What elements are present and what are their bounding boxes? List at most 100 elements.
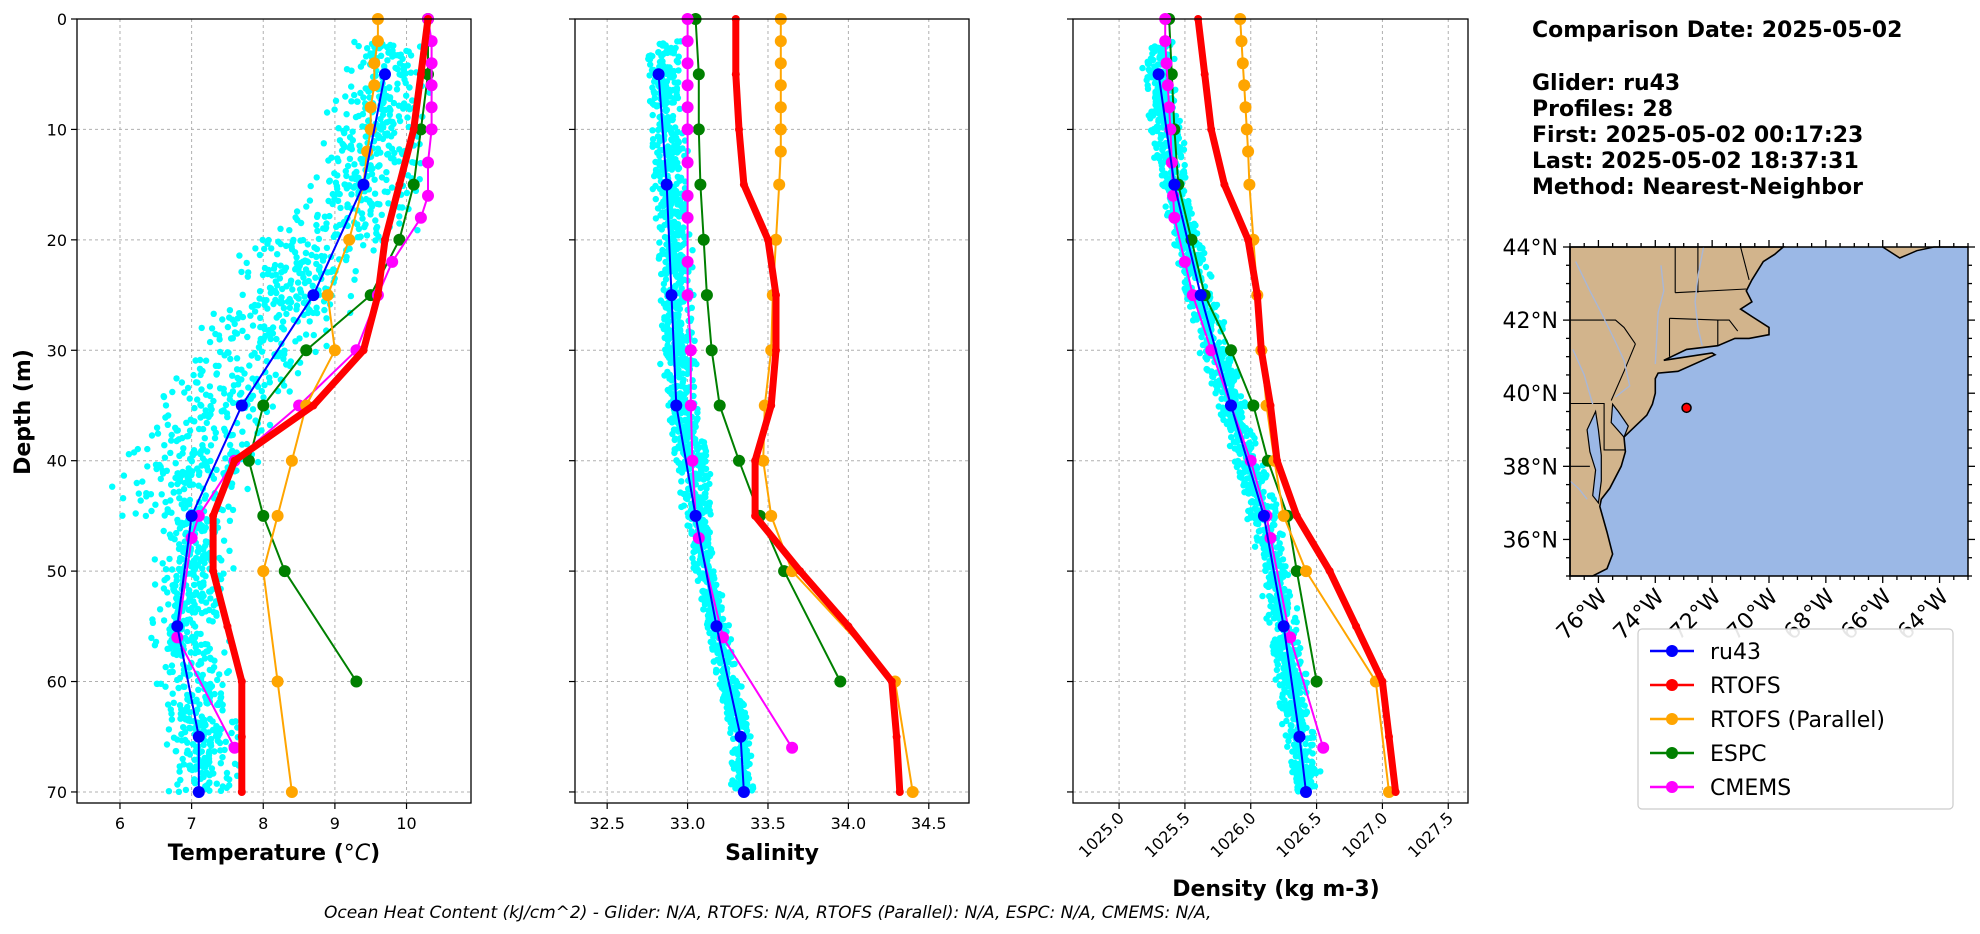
glider-point <box>173 427 180 434</box>
glider-point <box>351 38 358 46</box>
glider-point <box>668 415 676 422</box>
glider-point <box>407 69 415 76</box>
glider-point <box>213 466 220 473</box>
glider-point <box>1254 465 1261 472</box>
glider-point <box>688 304 695 311</box>
glider-point <box>168 437 175 444</box>
glider-point <box>746 760 753 768</box>
glider-point <box>215 362 222 370</box>
glider-point <box>241 370 248 377</box>
x-tick-label: 1025.0 <box>1075 808 1128 861</box>
glider-point <box>186 395 193 402</box>
glider-point <box>256 288 264 295</box>
glider-point <box>675 165 682 173</box>
glider-point <box>360 94 367 101</box>
series-marker <box>357 178 370 191</box>
glider-point <box>313 245 321 253</box>
glider-point <box>198 713 205 720</box>
series-marker <box>368 79 381 92</box>
glider-point <box>1279 566 1286 573</box>
glider-point <box>671 436 678 444</box>
glider-point <box>264 305 271 312</box>
x-tick-label: 1025.5 <box>1141 808 1194 861</box>
glider-point <box>1203 356 1211 363</box>
series-marker <box>343 233 356 246</box>
glider-point <box>313 304 320 311</box>
series-marker <box>774 101 787 114</box>
glider-point <box>271 261 279 269</box>
glider-point <box>216 554 223 562</box>
glider-point <box>120 472 128 479</box>
glider-point <box>247 312 254 319</box>
glider-point <box>187 649 194 656</box>
series-marker <box>733 454 745 467</box>
glider-point <box>254 354 261 361</box>
glider-point <box>227 355 234 363</box>
glider-point <box>1288 722 1295 729</box>
glider-point <box>199 671 206 679</box>
glider-point <box>321 306 328 314</box>
glider-point <box>222 401 230 409</box>
glider-point <box>206 338 214 346</box>
glider-point <box>252 245 259 252</box>
glider-point <box>665 125 672 132</box>
glider-point <box>360 59 367 66</box>
glider-point <box>701 589 708 597</box>
glider-point <box>1144 60 1152 67</box>
glider-point <box>1296 683 1304 691</box>
glider-point <box>151 556 158 563</box>
glider-point <box>731 725 738 732</box>
glider-point <box>1228 367 1235 374</box>
glider-point <box>229 388 237 395</box>
glider-point <box>1162 179 1170 186</box>
glider-point <box>330 266 337 273</box>
glider-point <box>389 53 396 60</box>
glider-point <box>663 107 670 115</box>
glider-point <box>704 474 711 482</box>
glider-point <box>1285 737 1292 745</box>
glider-point <box>244 333 251 341</box>
series-marker <box>393 233 406 246</box>
glider-point <box>259 236 266 244</box>
glider-point <box>719 697 726 704</box>
series-marker <box>681 255 694 268</box>
glider-point <box>353 168 360 176</box>
glider-point <box>1198 333 1205 341</box>
glider-point <box>309 282 316 289</box>
glider-point <box>343 253 350 261</box>
glider-point <box>396 213 403 220</box>
glider-point <box>663 323 671 331</box>
glider-point <box>168 710 175 717</box>
glider-point <box>160 617 168 624</box>
glider-point <box>249 406 257 413</box>
glider-point <box>1266 564 1274 571</box>
y-axis-label: Depth (m) <box>11 349 36 475</box>
glider-point <box>263 297 270 304</box>
glider-point <box>216 671 223 678</box>
series-marker <box>416 70 425 79</box>
glider-point <box>1230 438 1238 445</box>
glider-point <box>197 660 205 667</box>
glider-point <box>1287 704 1294 711</box>
glider-point <box>236 391 244 398</box>
glider-point <box>356 142 363 149</box>
glider-point <box>303 258 311 265</box>
glider-point <box>197 630 204 638</box>
glider-point <box>272 371 279 378</box>
glider-point <box>307 182 314 190</box>
series-marker <box>1243 178 1256 191</box>
glider-point <box>656 239 663 246</box>
glider-point <box>688 530 695 537</box>
glider-point <box>191 639 198 646</box>
glider-point <box>1154 152 1161 159</box>
glider-point <box>391 129 398 137</box>
glider-point <box>373 150 380 157</box>
glider-point <box>1196 349 1204 357</box>
glider-point <box>313 309 321 317</box>
glider-point <box>244 485 251 493</box>
glider-point <box>1153 127 1161 135</box>
legend-label: RTOFS <box>1710 674 1781 699</box>
glider-point <box>673 211 681 218</box>
glider-point <box>162 414 169 421</box>
